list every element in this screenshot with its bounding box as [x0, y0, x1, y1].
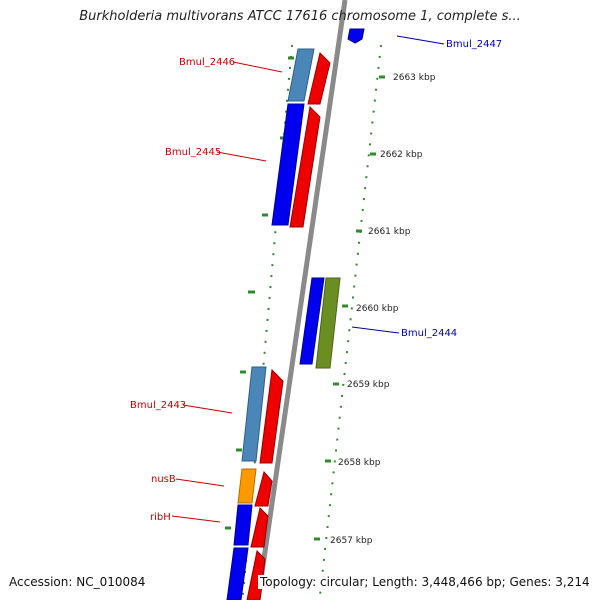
gene-label-bmul-2444[interactable]: Bmul_2444 — [401, 328, 457, 339]
gene-red-arrow-2[interactable] — [289, 105, 321, 228]
gene-label-bmul-2447[interactable]: Bmul_2447 — [446, 39, 502, 50]
leader-bmul-2443 — [182, 404, 233, 414]
gene-label-nusb[interactable]: nusB — [151, 474, 176, 485]
gene-blue-bottom-bar[interactable] — [226, 547, 249, 600]
kbp-label-2659: 2659 kbp — [347, 380, 390, 390]
gene-label-bmul-2445[interactable]: Bmul_2445 — [165, 147, 221, 158]
gene-label-ribh[interactable]: ribH — [150, 512, 171, 523]
map-title: Burkholderia multivorans ATCC 17616 chro… — [79, 9, 521, 24]
gene-red-arrow-3[interactable] — [259, 368, 284, 464]
tick-tracks — [225, 44, 385, 596]
kbp-label-2657: 2657 kbp — [330, 536, 373, 546]
leader-bmul-2444 — [351, 326, 400, 334]
gene-bmul-2444-bar[interactable] — [315, 277, 341, 369]
gene-ribh-bar[interactable] — [233, 504, 253, 546]
leader-bmul-2446 — [232, 61, 283, 73]
gene-label-bmul-2443[interactable]: Bmul_2443 — [130, 400, 186, 411]
accession-label: Accession: NC_010084 — [7, 575, 148, 589]
gene-bmul-2446-bar[interactable] — [287, 48, 315, 102]
kbp-label-2661: 2661 kbp — [368, 227, 411, 237]
gene-bmul-2443-bar[interactable] — [241, 366, 267, 462]
leader-nusb — [175, 478, 225, 487]
kbp-label-2662: 2662 kbp — [380, 150, 423, 160]
leader-bmul-2447 — [396, 35, 445, 45]
gene-label-bmul-2446[interactable]: Bmul_2446 — [179, 57, 235, 68]
kbp-label-2660: 2660 kbp — [356, 304, 399, 314]
topology-label: Topology: circular; Length: 3,448,466 bp… — [258, 575, 592, 589]
leader-ribh — [171, 515, 221, 523]
gene-bmul-2447-bar[interactable] — [347, 28, 365, 44]
kbp-label-2658: 2658 kbp — [338, 458, 381, 468]
gene-red-arrow-5[interactable] — [250, 507, 269, 548]
gene-bmul-2444-blue-bar[interactable] — [299, 277, 325, 365]
gene-nusb-bar[interactable] — [237, 468, 257, 504]
kbp-label-2663: 2663 kbp — [393, 73, 436, 83]
gene-red-arrow-4[interactable] — [254, 470, 273, 507]
gene-bmul-2445-bar[interactable] — [271, 103, 305, 226]
gene-red-arrow-1[interactable] — [307, 52, 331, 105]
chromosome-backbone — [255, 0, 348, 600]
leader-bmul-2445 — [216, 151, 267, 162]
